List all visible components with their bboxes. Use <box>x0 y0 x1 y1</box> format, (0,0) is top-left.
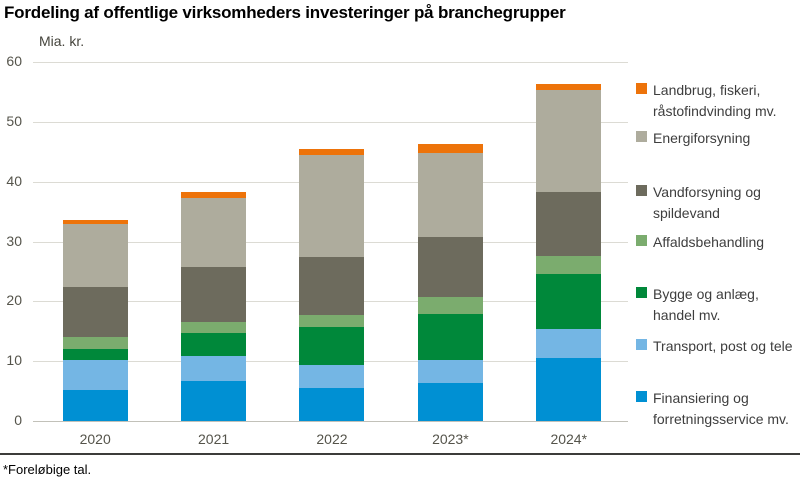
legend-label: Finansiering og forretningsservice mv. <box>653 390 789 427</box>
bar-segment <box>536 84 602 91</box>
bar-segment <box>417 313 483 360</box>
legend-label: Bygge og anlæg, handel mv. <box>653 286 759 323</box>
legend-label: Affaldsbehandling <box>653 234 765 250</box>
bar-segment <box>299 155 365 258</box>
bar-segment <box>536 273 602 329</box>
bar-2020 <box>62 220 128 421</box>
bar-segment <box>181 192 247 199</box>
legend-item: Landbrug, fiskeri, råstofindvinding mv. <box>636 80 800 122</box>
bar-segment <box>536 357 602 421</box>
x-axis-labels: 2020 2021 2022 2023* 2024* <box>36 431 628 447</box>
bar-segment <box>299 257 365 315</box>
bar-segment <box>299 148 365 156</box>
y-axis-unit-label: Mia. kr. <box>39 33 85 49</box>
legend-label: Vandforsyning og spildevand <box>653 184 761 221</box>
x-axis-label-2022: 2022 <box>316 431 348 447</box>
bar-segment <box>299 364 365 389</box>
bar-segment <box>536 256 602 274</box>
legend-item: Finansiering og forretningsservice mv. <box>636 388 800 430</box>
x-axis-label-2021: 2021 <box>198 431 230 447</box>
legend-label: Transport, post og tele <box>653 338 793 354</box>
gridline-60 <box>33 62 628 63</box>
bar-segment <box>62 220 128 225</box>
x-axis-label-2024: 2024* <box>550 431 588 447</box>
gridline-50 <box>33 121 628 123</box>
legend-item: Transport, post og tele <box>636 336 800 357</box>
bar-segment <box>181 380 247 421</box>
footnote: *Foreløbige tal. <box>3 462 92 477</box>
bar-segment <box>299 388 365 421</box>
gridline-0 <box>33 421 628 422</box>
x-axis-label-2020: 2020 <box>79 431 111 447</box>
bar-segment <box>417 237 483 298</box>
bar-segment <box>417 144 483 153</box>
bar-segment <box>536 191 602 257</box>
legend-label: Energiforsyning <box>653 130 751 146</box>
bar-2024 <box>536 84 602 421</box>
legend-item: Bygge og anlæg, handel mv. <box>636 284 800 326</box>
y-axis-tick-30: 30 <box>6 232 22 249</box>
bar-2023 <box>417 144 483 421</box>
bar-segment <box>181 322 247 334</box>
legend-label: Landbrug, fiskeri, råstofindvinding mv. <box>653 82 777 119</box>
chart-title: Fordeling af offentlige virksomheders in… <box>4 3 566 22</box>
bar-segment <box>62 359 128 390</box>
bar-segment <box>181 198 247 267</box>
bar-segment <box>181 266 247 323</box>
legend-swatch-icon <box>636 131 647 142</box>
legend-swatch-icon <box>636 235 647 246</box>
legend-swatch-icon <box>636 185 647 196</box>
bar-segment <box>417 359 483 384</box>
legend-item: Vandforsyning og spildevand <box>636 182 800 224</box>
bar-segment <box>62 348 128 360</box>
y-axis-tick-60: 60 <box>6 53 22 69</box>
bar-segment <box>181 355 247 381</box>
bar-segment <box>536 90 602 192</box>
legend-swatch-icon <box>636 83 647 94</box>
bar-segment <box>299 327 365 365</box>
bar-segment <box>181 333 247 356</box>
legend-item: Affaldsbehandling <box>636 232 800 253</box>
plot-area <box>33 62 628 422</box>
y-axis-tick-0: 0 <box>14 412 22 428</box>
bar-segment <box>417 383 483 421</box>
bar-segment <box>536 328 602 358</box>
y-axis-tick-40: 40 <box>6 172 22 189</box>
bars-container <box>36 62 628 421</box>
y-axis-tick-20: 20 <box>6 292 22 309</box>
bar-segment <box>299 314 365 328</box>
footnote-divider <box>0 453 800 455</box>
legend-item: Energiforsyning <box>636 128 800 149</box>
legend-swatch-icon <box>636 339 647 350</box>
bar-2022 <box>299 148 365 421</box>
bar-segment <box>62 337 128 349</box>
x-axis-label-2023: 2023* <box>432 431 469 447</box>
bar-segment <box>417 297 483 314</box>
bar-2021 <box>181 192 247 421</box>
bar-segment <box>62 389 128 421</box>
bar-segment <box>62 224 128 288</box>
y-axis-tick-50: 50 <box>6 112 22 129</box>
y-axis-tick-10: 10 <box>6 352 22 369</box>
bar-segment <box>417 152 483 238</box>
bar-segment <box>62 287 128 338</box>
legend-swatch-icon <box>636 391 647 402</box>
legend-swatch-icon <box>636 287 647 298</box>
